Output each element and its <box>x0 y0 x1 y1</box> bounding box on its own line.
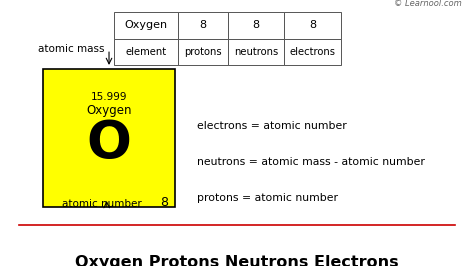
Text: element: element <box>125 47 166 57</box>
Text: atomic mass: atomic mass <box>38 44 104 54</box>
Text: protons = atomic number: protons = atomic number <box>197 193 337 203</box>
Bar <box>114 39 178 65</box>
Bar <box>228 12 284 39</box>
Text: Oxygen: Oxygen <box>124 20 167 30</box>
Bar <box>114 12 178 39</box>
Bar <box>178 39 228 65</box>
Bar <box>284 12 341 39</box>
Bar <box>228 39 284 65</box>
Text: electrons = atomic number: electrons = atomic number <box>197 121 346 131</box>
Text: 15.999: 15.999 <box>91 92 128 102</box>
Bar <box>43 69 175 207</box>
Text: © Learnool.com: © Learnool.com <box>394 0 462 8</box>
Bar <box>178 12 228 39</box>
Bar <box>284 39 341 65</box>
Text: 8: 8 <box>199 20 206 30</box>
Text: O: O <box>87 118 131 170</box>
Text: Oxygen: Oxygen <box>86 104 132 117</box>
Text: neutrons: neutrons <box>234 47 278 57</box>
Text: 8: 8 <box>252 20 260 30</box>
Text: neutrons = atomic mass - atomic number: neutrons = atomic mass - atomic number <box>197 157 425 167</box>
Text: 8: 8 <box>309 20 317 30</box>
Text: 8: 8 <box>160 196 168 209</box>
Text: Oxygen Protons Neutrons Electrons: Oxygen Protons Neutrons Electrons <box>75 255 399 266</box>
Text: electrons: electrons <box>290 47 336 57</box>
Text: protons: protons <box>184 47 221 57</box>
Text: atomic number: atomic number <box>62 199 141 209</box>
